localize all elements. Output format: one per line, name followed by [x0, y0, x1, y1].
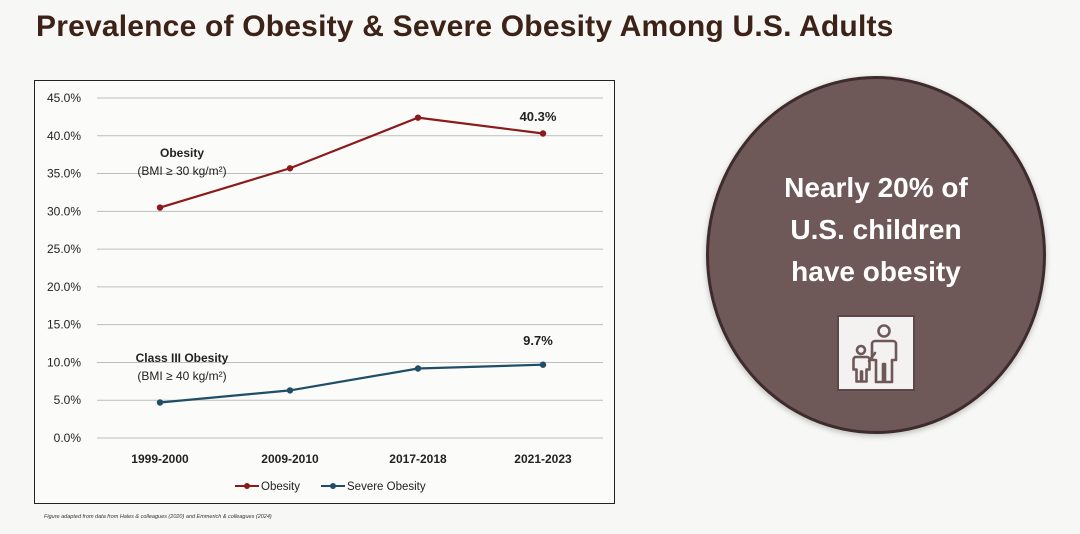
data-point	[414, 365, 422, 372]
y-tick-label: 20.0%	[47, 280, 81, 294]
severe-annotation-bmi: (BMI ≥ 40 kg/m²)	[137, 369, 226, 383]
data-point	[539, 130, 547, 137]
legend-marker	[244, 483, 250, 489]
callout-text: Nearly 20% of U.S. children have obesity	[761, 167, 991, 293]
children-obesity-callout: Nearly 20% of U.S. children have obesity	[706, 76, 1046, 434]
y-tick-label: 15.0%	[47, 318, 81, 332]
data-point	[414, 114, 422, 121]
series-lines	[159, 116, 544, 404]
obesity-annotation-label: Obesity	[160, 146, 204, 160]
callout-line-2: U.S. children	[790, 214, 962, 245]
parent-child-icon	[837, 315, 915, 391]
y-tick-label: 5.0%	[54, 393, 82, 407]
y-tick-label: 45.0%	[47, 91, 81, 105]
legend-label: Obesity	[261, 481, 300, 493]
data-point	[539, 361, 547, 368]
legend-label: Severe Obesity	[347, 481, 426, 493]
y-tick-label: 35.0%	[47, 167, 81, 181]
data-point	[156, 399, 164, 406]
series-line-obesity	[159, 116, 544, 209]
line-chart: 0.0% 5.0% 10.0% 15.0% 20.0% 25.0% 30.0% 35.0% 40…	[34, 80, 615, 504]
x-tick-label: 1999-2000	[131, 452, 189, 466]
callout-line-3: have obesity	[791, 256, 961, 287]
series-points	[156, 114, 547, 406]
y-tick-label: 0.0%	[54, 431, 82, 445]
x-tick-label: 2017-2018	[389, 452, 447, 466]
y-axis-tick-labels: 0.0% 5.0% 10.0% 15.0% 20.0% 25.0% 30.0% 35.0% 40…	[47, 91, 81, 445]
obesity-annotation-bmi: (BMI ≥ 30 kg/m²)	[137, 164, 226, 178]
legend-marker	[330, 483, 336, 489]
y-tick-label: 25.0%	[47, 242, 81, 256]
page-title: Prevalence of Obesity & Severe Obesity A…	[36, 10, 894, 43]
chart-svg: 0.0% 5.0% 10.0% 15.0% 20.0% 25.0% 30.0% 35.0% 40…	[47, 91, 603, 493]
data-point	[286, 387, 294, 394]
callout-line-1: Nearly 20% of	[784, 172, 968, 203]
chart-legend: Obesity Severe Obesity	[235, 481, 426, 493]
figure-footnote: Figure adapted from data from Hales & co…	[44, 514, 272, 520]
severe-annotation-label: Class III Obesity	[136, 351, 229, 365]
x-tick-label: 2021-2023	[514, 452, 572, 466]
x-axis-tick-labels: 1999-2000 2009-2010 2017-2018 2021-2023	[131, 452, 572, 466]
y-tick-label: 30.0%	[47, 204, 81, 218]
y-tick-label: 40.0%	[47, 129, 81, 143]
y-tick-label: 10.0%	[47, 355, 81, 369]
obesity-last-value-label: 40.3%	[520, 109, 557, 124]
x-tick-label: 2009-2010	[261, 452, 319, 466]
data-point	[156, 204, 164, 211]
severe-last-value-label: 9.7%	[523, 333, 553, 348]
data-point	[286, 165, 294, 172]
series-line-severe-obesity	[159, 363, 544, 404]
